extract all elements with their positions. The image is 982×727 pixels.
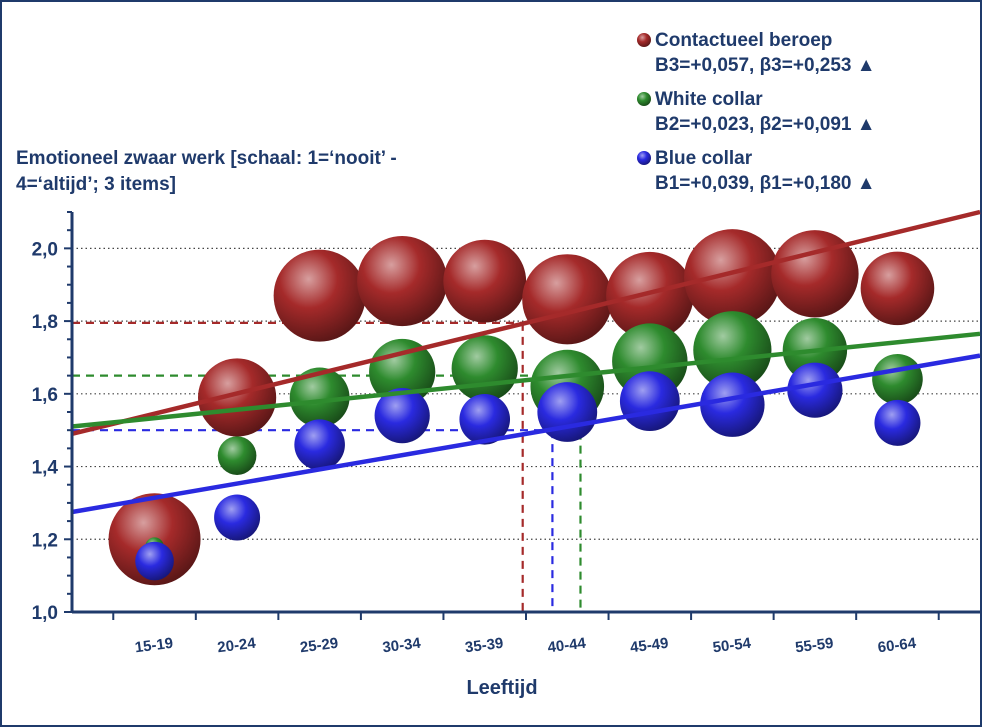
y-tick-label: 1,0	[32, 603, 58, 624]
bubble-blue-collar	[787, 362, 843, 418]
bubble-white-collar	[451, 335, 518, 402]
y-tick-label: 1,8	[32, 312, 58, 333]
legend-series-name: White collar	[655, 89, 763, 110]
x-tick-label: 20-24	[216, 635, 257, 657]
bubble-blue-collar	[619, 371, 680, 431]
trend-lines	[71, 209, 981, 515]
bubble-contactueel-beroep	[771, 230, 859, 318]
trend-line	[71, 353, 981, 515]
y-tick-label: 1,2	[32, 530, 58, 551]
bubble-contactueel-beroep	[684, 229, 781, 326]
legend-marker	[637, 33, 651, 47]
legend: Contactueel beroep B3=+0,057, β3=+0,253 ▲…	[637, 30, 876, 194]
chart-title-line-1: Emotioneel zwaar werk [schaal: 1=‘nooit’…	[16, 148, 397, 169]
bubble-layer	[108, 229, 935, 586]
trend-line	[71, 331, 981, 429]
bubble-contactueel-beroep	[273, 249, 366, 342]
legend-series-name: Contactueel beroep	[655, 30, 832, 51]
chart-title-line-2: 4=‘altijd’; 3 items]	[16, 174, 176, 195]
bubble-contactueel-beroep	[522, 254, 613, 345]
bubble-contactueel-beroep	[443, 239, 527, 323]
y-tick-label: 2,0	[32, 239, 58, 260]
bubble-blue-collar	[874, 399, 921, 446]
bubble-white-collar	[217, 436, 257, 475]
x-tick-label: 50-54	[712, 635, 753, 657]
bubble-white-collar	[872, 353, 923, 405]
legend-series-stats: B1=+0,039, β1=+0,180 ▲	[655, 173, 876, 194]
legend-marker	[637, 92, 651, 106]
bubble-blue-collar	[537, 382, 598, 442]
bubble-blue-collar	[374, 388, 430, 444]
x-tick-label: 15-19	[134, 635, 174, 657]
bubble-blue-collar	[135, 541, 174, 581]
x-axis-label: Leeftijd	[466, 677, 537, 699]
x-tick-label: 25-29	[299, 635, 339, 657]
bubble-blue-collar	[700, 372, 765, 437]
bubble-contactueel-beroep	[860, 251, 935, 326]
bubble-contactueel-beroep	[197, 358, 277, 437]
y-tick-label: 1,6	[32, 385, 58, 406]
bubble-blue-collar	[214, 494, 261, 541]
x-tick-label: 55-59	[794, 635, 834, 657]
legend-series-stats: B2=+0,023, β2=+0,091 ▲	[655, 114, 876, 135]
legend-series-name: Blue collar	[655, 148, 753, 169]
x-tick-label: 35-39	[464, 635, 504, 657]
legend-marker	[637, 151, 651, 165]
bubble-blue-collar	[459, 393, 511, 445]
bubble-white-collar	[289, 367, 350, 428]
bubble-blue-collar	[294, 419, 345, 471]
x-tick-label: 30-34	[382, 635, 423, 657]
y-tick-label: 1,4	[32, 458, 59, 479]
legend-series-stats: B3=+0,057, β3=+0,253 ▲	[655, 55, 876, 76]
bubble-contactueel-beroep	[606, 251, 694, 340]
bubble-contactueel-beroep	[357, 236, 448, 327]
x-tick-label: 40-44	[547, 635, 588, 657]
trend-line	[71, 209, 981, 437]
axes: 1,0 1,2 1,4 1,6 1,8 2,0 15-19 20-24 25-29 30-34 35…	[32, 211, 980, 657]
x-tick-label: 60-64	[877, 635, 918, 657]
bubble-white-collar	[693, 311, 772, 390]
x-tick-label: 45-49	[629, 635, 669, 657]
